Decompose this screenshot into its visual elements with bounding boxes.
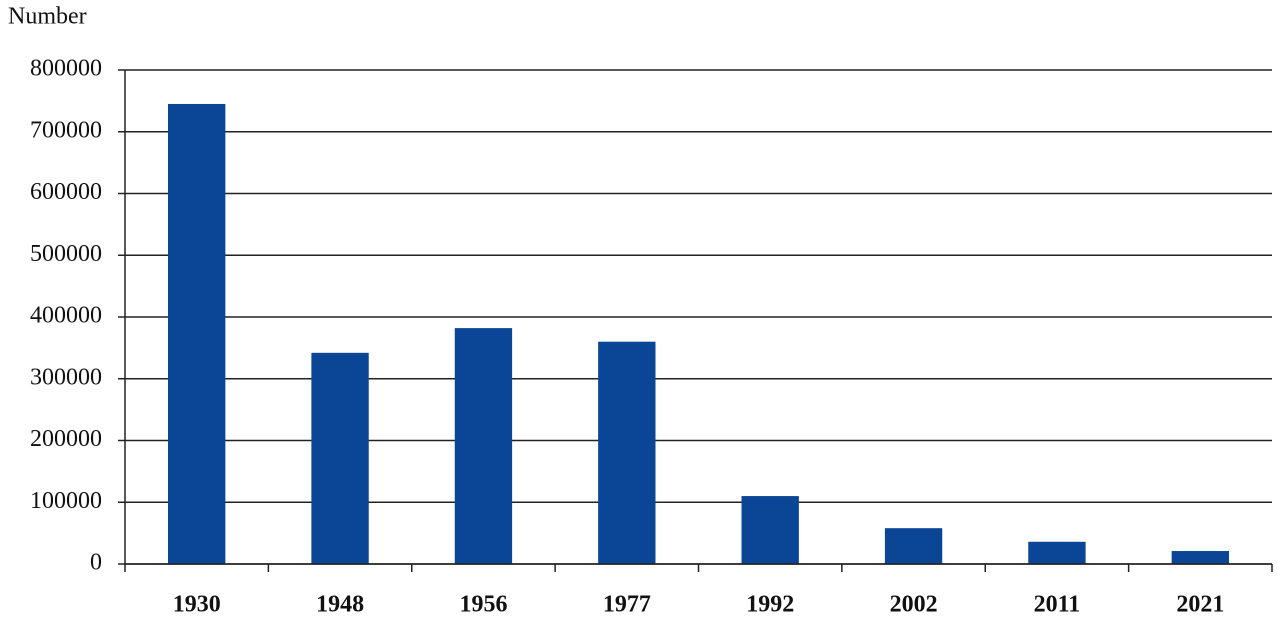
y-axis-label: Number bbox=[8, 4, 87, 30]
y-tick-label: 400000 bbox=[30, 303, 102, 329]
bar bbox=[168, 103, 226, 565]
bar bbox=[454, 328, 513, 564]
bar bbox=[741, 496, 799, 564]
bar bbox=[1171, 551, 1229, 564]
x-tick-label: 1977 bbox=[603, 592, 651, 618]
y-tick-label: 300000 bbox=[30, 364, 102, 390]
bar bbox=[1028, 541, 1086, 564]
y-tick-label: 800000 bbox=[30, 56, 102, 82]
bar bbox=[311, 352, 369, 564]
x-tick-label: 1948 bbox=[316, 592, 364, 618]
y-tick-label: 700000 bbox=[30, 117, 102, 143]
x-tick-label: 2002 bbox=[890, 592, 938, 618]
bar bbox=[884, 528, 943, 564]
bar bbox=[598, 341, 656, 564]
x-tick-label: 1992 bbox=[746, 592, 794, 618]
x-tick-label: 2021 bbox=[1176, 592, 1224, 618]
x-tick-label: 2011 bbox=[1034, 592, 1081, 618]
x-tick-label: 1956 bbox=[459, 592, 507, 618]
y-tick-label: 200000 bbox=[30, 426, 102, 452]
y-tick-label: 600000 bbox=[30, 179, 102, 205]
x-tick-label: 1930 bbox=[173, 592, 221, 618]
y-tick-label: 0 bbox=[90, 550, 102, 576]
y-tick-label: 500000 bbox=[30, 241, 102, 267]
y-tick-label: 100000 bbox=[30, 488, 102, 514]
